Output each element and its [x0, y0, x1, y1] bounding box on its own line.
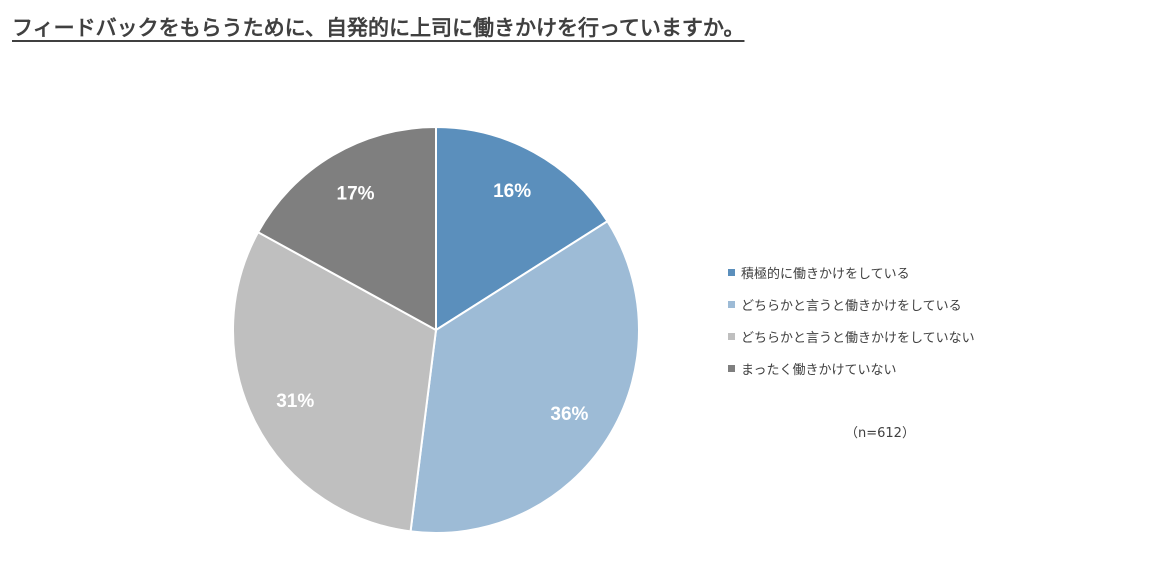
legend-item: どちらかと言うと働きかけをしている: [728, 288, 975, 320]
slice-data-label: 16%: [493, 181, 531, 202]
legend-item: 積極的に働きかけをしている: [728, 256, 975, 288]
slice-data-label: 36%: [550, 404, 588, 425]
legend-label: どちらかと言うと働きかけをしていない: [741, 330, 975, 346]
slice-data-label: 31%: [276, 391, 314, 412]
legend-label: 積極的に働きかけをしている: [741, 266, 910, 282]
sample-size-note: （n=612）: [845, 426, 915, 441]
pie-slice: [409, 219, 640, 534]
legend: 積極的に働きかけをしている どちらかと言うと働きかけをしている どちらかと言うと…: [728, 256, 975, 384]
pie-slice: [256, 125, 437, 332]
legend-swatch: [728, 300, 735, 308]
chart-title: フィードバックをもらうために、自発的に上司に働きかけを行っていますか。: [12, 16, 745, 40]
legend-swatch: [728, 364, 735, 372]
legend-label: どちらかと言うと働きかけをしている: [741, 298, 962, 314]
slice-data-label: 17%: [337, 184, 375, 205]
pie-slice: [435, 125, 609, 332]
legend-item: どちらかと言うと働きかけをしていない: [728, 320, 975, 352]
legend-swatch: [728, 332, 735, 340]
legend-label: まったく働きかけていない: [741, 362, 897, 378]
pie-slice: [232, 230, 438, 533]
legend-item: まったく働きかけていない: [728, 352, 975, 384]
legend-swatch: [728, 268, 735, 276]
